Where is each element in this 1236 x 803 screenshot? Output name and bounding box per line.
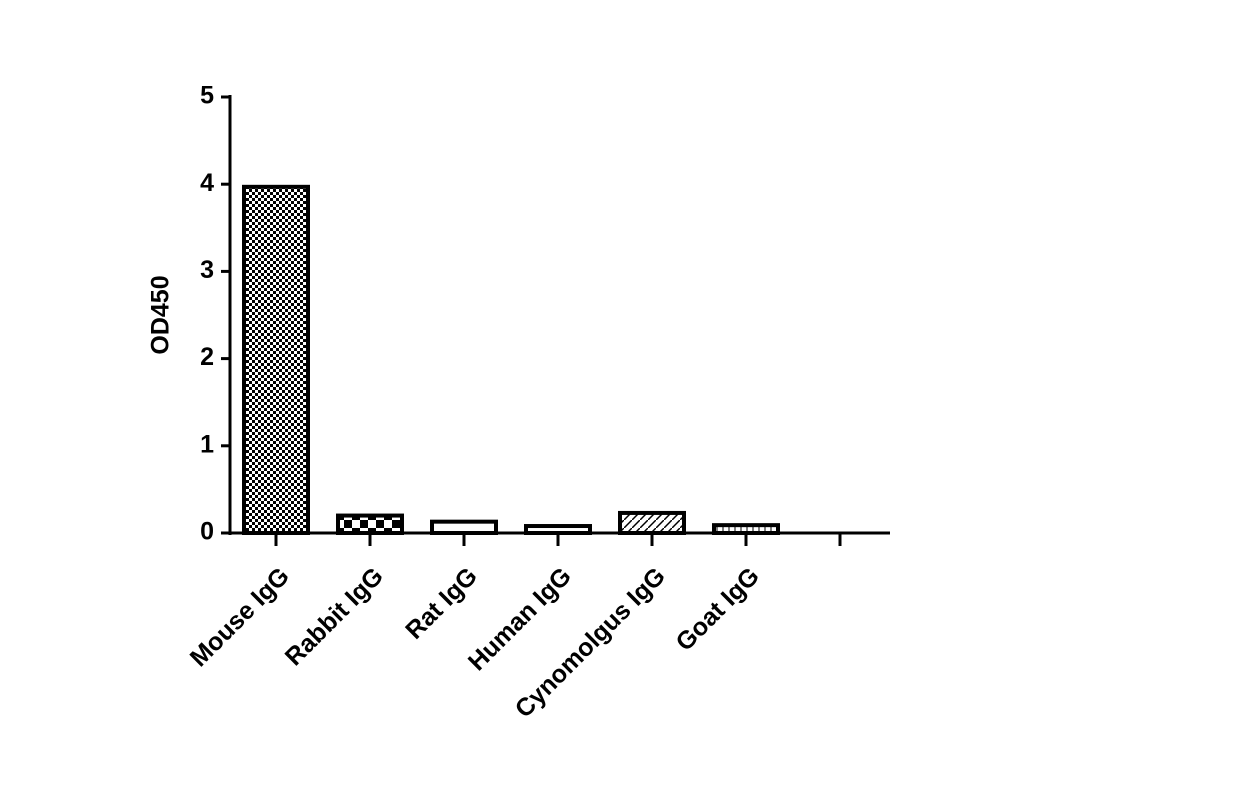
bar <box>524 524 592 535</box>
x-tick-label: Mouse IgG <box>185 562 295 672</box>
bar <box>242 184 310 535</box>
x-tick-label: Rat IgG <box>400 562 483 645</box>
bar <box>336 513 404 535</box>
x-tick-label: Rabbit IgG <box>280 562 389 671</box>
y-tick-label: 4 <box>200 169 214 197</box>
y-tick-label: 5 <box>200 82 214 110</box>
y-tick-label: 2 <box>200 343 214 371</box>
y-axis-title: OD450 <box>147 275 175 354</box>
bar <box>430 519 498 536</box>
bar <box>712 523 780 535</box>
x-tick-label: Goat IgG <box>670 562 764 656</box>
bar <box>618 510 686 535</box>
y-tick-label: 1 <box>200 430 214 458</box>
y-tick-label: 3 <box>200 256 214 284</box>
y-tick-label: 0 <box>200 518 214 546</box>
